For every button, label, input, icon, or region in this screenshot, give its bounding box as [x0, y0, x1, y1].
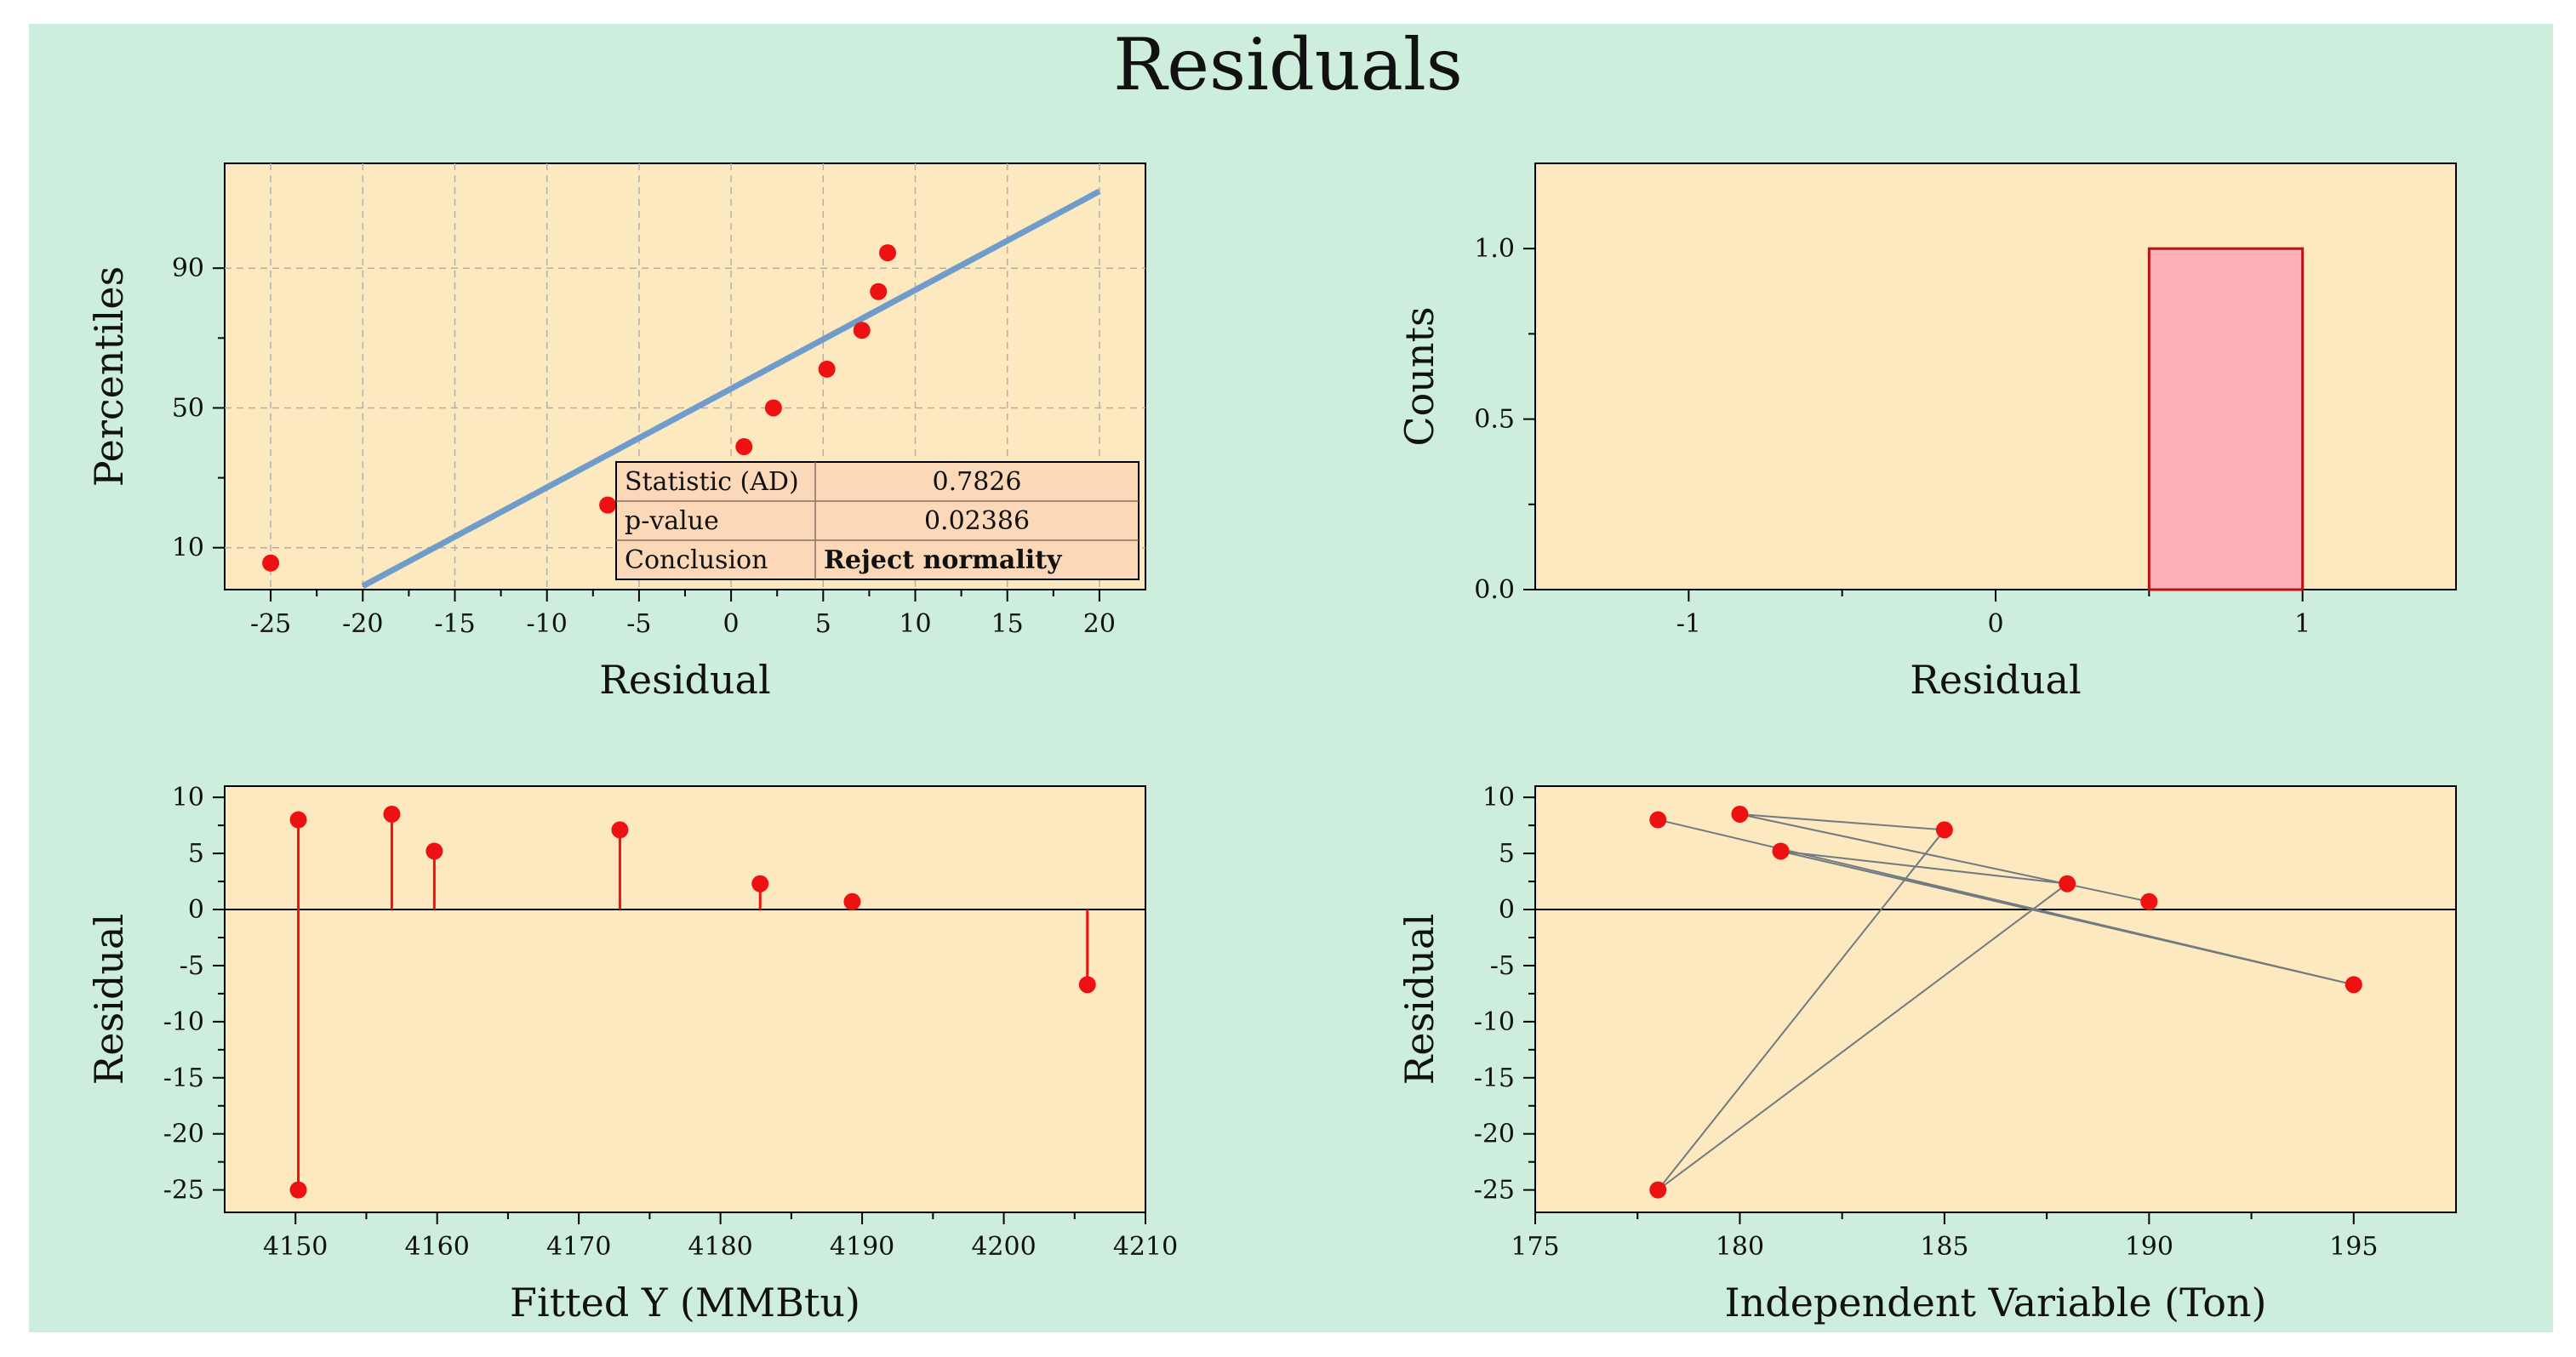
- data-point: [2345, 976, 2362, 994]
- stats-row-value: 0.7826: [933, 467, 1022, 497]
- x-tick-label: 1: [2294, 609, 2310, 639]
- plot-histogram: -1 0 1 0.0 0.5 1.0 Residual Counts: [1397, 162, 2457, 703]
- y-tick-label: 90: [172, 254, 204, 283]
- x-axis-label: Residual: [599, 657, 770, 703]
- y-tick-label: 0: [188, 895, 204, 925]
- y-tick-label: -20: [163, 1120, 204, 1149]
- stats-row-label: Conclusion: [625, 545, 768, 575]
- data-point: [764, 399, 782, 417]
- y-tick-label: 10: [1482, 783, 1515, 812]
- y-tick-label: 10: [172, 533, 204, 563]
- plot-residual-vs-independent: 175 180 185 190 195 10 5 0 -5 -10 -15 -20 -25 Indepen…: [1397, 783, 2457, 1326]
- data-point: [1649, 811, 1667, 829]
- histogram-bar: [2147, 247, 2305, 591]
- x-tick-label: 0: [1987, 609, 2003, 639]
- data-point: [1935, 821, 1953, 839]
- x-tick-label: 15: [991, 609, 1024, 639]
- y-tick-label: -5: [180, 951, 204, 981]
- data-point: [1731, 805, 1749, 823]
- plot-area: [224, 785, 1146, 1213]
- fit-line: [361, 188, 1101, 589]
- y-tick-label: 50: [172, 393, 204, 423]
- x-tick-label: 4210: [1113, 1232, 1178, 1262]
- data-point: [1649, 1181, 1667, 1199]
- x-tick-label: -25: [250, 609, 291, 639]
- y-tick-label: -15: [1474, 1063, 1515, 1093]
- x-tick-label: 10: [899, 609, 931, 639]
- y-tick-label: 0: [1499, 895, 1515, 925]
- data-point: [751, 875, 769, 892]
- x-tick-label: -20: [342, 609, 383, 639]
- data-point: [289, 811, 307, 829]
- x-tick-label: 4160: [405, 1232, 470, 1262]
- y-tick-label: -10: [163, 1007, 204, 1037]
- x-tick-label: 20: [1083, 609, 1116, 639]
- y-tick-label: -25: [1474, 1176, 1515, 1206]
- y-tick-label: -20: [1474, 1120, 1515, 1149]
- data-point: [879, 244, 897, 262]
- figure-title: Residuals: [1113, 23, 1463, 106]
- y-tick-label: 0.5: [1474, 405, 1515, 435]
- y-tick-label: 5: [1499, 839, 1515, 869]
- x-axis-label: Fitted Y (MMBtu): [510, 1280, 860, 1326]
- y-tick-label: -25: [163, 1176, 204, 1206]
- x-tick-label: 185: [1920, 1232, 1968, 1262]
- data-point: [1772, 842, 1790, 860]
- y-axis-label: Percentiles: [86, 266, 132, 487]
- x-tick-label: 4200: [971, 1232, 1036, 1262]
- x-tick-label: 175: [1511, 1232, 1559, 1262]
- y-tick-label: 10: [172, 783, 204, 812]
- data-point: [599, 496, 617, 514]
- series-line: [1657, 812, 2355, 1191]
- data-point: [262, 554, 280, 572]
- data-point: [1078, 976, 1096, 994]
- data-point: [818, 360, 836, 378]
- data-point: [843, 892, 861, 910]
- y-tick-label: 0.0: [1474, 575, 1515, 605]
- y-tick-label: -10: [1474, 1007, 1515, 1037]
- data-point: [611, 821, 629, 839]
- y-tick-label: 5: [188, 839, 204, 869]
- x-tick-label: 0: [723, 609, 740, 639]
- y-tick-label: -5: [1490, 951, 1515, 981]
- x-tick-label: -15: [434, 609, 475, 639]
- y-tick-label: -15: [163, 1063, 204, 1093]
- x-tick-label: 4190: [830, 1232, 894, 1262]
- x-axis-label: Independent Variable (Ton): [1724, 1280, 2266, 1326]
- data-point: [853, 322, 871, 339]
- stats-row-label: p-value: [625, 506, 719, 536]
- plot-residual-vs-fitted: 4150 4160 4170 4180 4190 4200 4210 10 5 0 -5 -10 -15…: [86, 783, 1178, 1326]
- plot-area: [1534, 162, 2457, 590]
- x-tick-label: 4180: [688, 1232, 752, 1262]
- x-axis-label: Residual: [1910, 657, 2081, 703]
- plot-area: [1534, 785, 2457, 1213]
- x-tick-label: 4170: [546, 1232, 611, 1262]
- x-tick-label: 190: [2125, 1232, 2173, 1262]
- x-tick-label: -5: [626, 609, 651, 639]
- data-point: [2059, 875, 2076, 892]
- data-point: [735, 438, 753, 456]
- stats-table: Statistic (AD) 0.7826 p-value 0.02386 Conclu…: [615, 461, 1139, 580]
- y-axis-label: Residual: [86, 914, 132, 1085]
- x-tick-label: 195: [2329, 1232, 2378, 1262]
- y-axis-label: Counts: [1397, 306, 1442, 446]
- x-tick-label: -10: [527, 609, 568, 639]
- x-tick-label: 180: [1716, 1232, 1764, 1262]
- stats-row-value: 0.02386: [924, 506, 1030, 536]
- data-point: [2140, 892, 2158, 910]
- data-point: [870, 282, 888, 300]
- x-tick-label: -1: [1676, 609, 1701, 639]
- stats-row-label: Statistic (AD): [625, 467, 799, 497]
- stats-row-value: Reject normality: [824, 545, 1063, 575]
- data-point: [383, 805, 401, 823]
- x-tick-label: 5: [815, 609, 831, 639]
- data-point: [426, 842, 443, 860]
- y-axis-label: Residual: [1397, 914, 1442, 1085]
- plot-normal-prob: -25 -20 -15 -10 -5 0 5 10 15 20 10 50 90 Residual Perc…: [86, 162, 1146, 703]
- y-tick-label: 1.0: [1474, 234, 1515, 264]
- data-point: [289, 1181, 307, 1199]
- x-tick-label: 4150: [263, 1232, 328, 1262]
- stats-table-frame: [615, 461, 1139, 580]
